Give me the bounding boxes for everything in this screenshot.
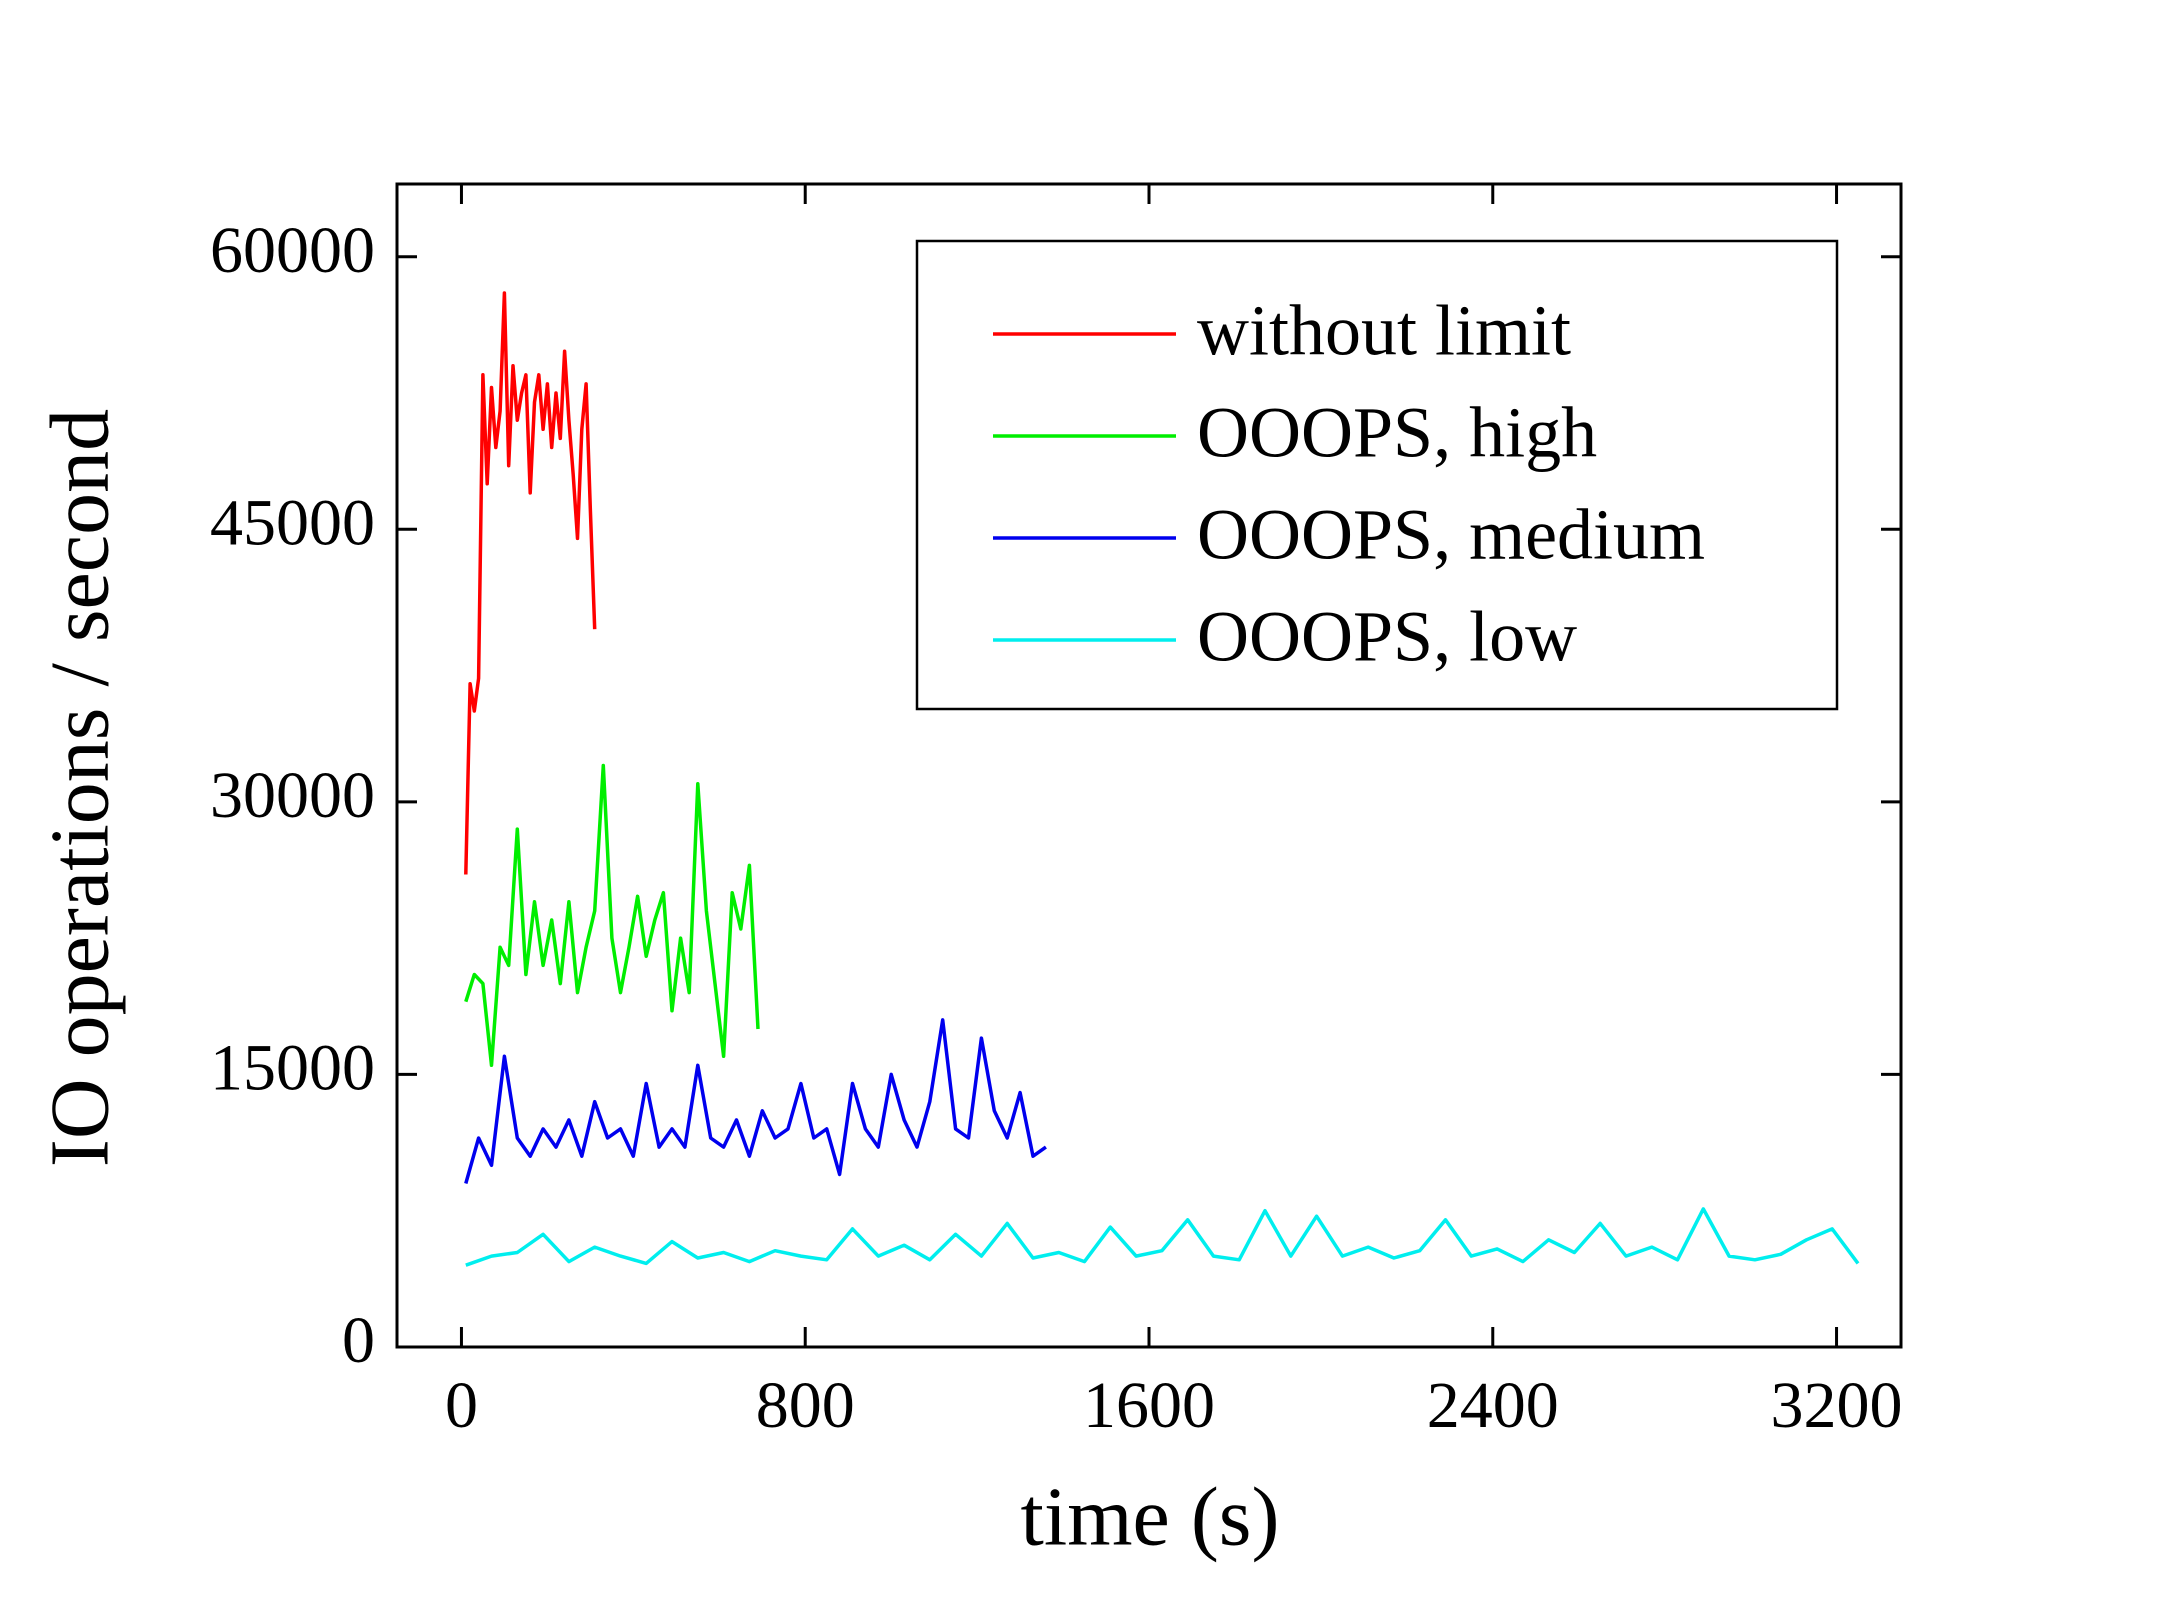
y-tick-label: 30000: [210, 759, 375, 832]
x-axis-title: time (s): [1021, 1470, 1280, 1563]
y-tick-label: 60000: [210, 214, 375, 287]
y-tick-label: 15000: [210, 1032, 375, 1105]
legend-label: OOOPS, high: [1197, 393, 1597, 473]
x-tick-label: 0: [445, 1369, 478, 1442]
legend-label: OOOPS, low: [1197, 597, 1577, 677]
series-line: [465, 1207, 1860, 1267]
legend-box: [915, 239, 1839, 711]
series-line: [464, 1018, 1047, 1184]
series-line: [464, 763, 760, 1068]
y-tick-label: 0: [342, 1304, 375, 1377]
legend-label: OOOPS, medium: [1197, 495, 1705, 575]
x-tick-label: 2400: [1427, 1369, 1559, 1442]
y-axis-title: IO operations / second: [33, 409, 126, 1167]
x-tick-label: 1600: [1083, 1369, 1215, 1442]
x-tick-label: 800: [756, 1369, 855, 1442]
y-tick-label: 45000: [210, 486, 375, 559]
series-line: [464, 291, 597, 875]
x-tick-label: 3200: [1771, 1369, 1903, 1442]
legend-label: without limit: [1197, 291, 1571, 371]
